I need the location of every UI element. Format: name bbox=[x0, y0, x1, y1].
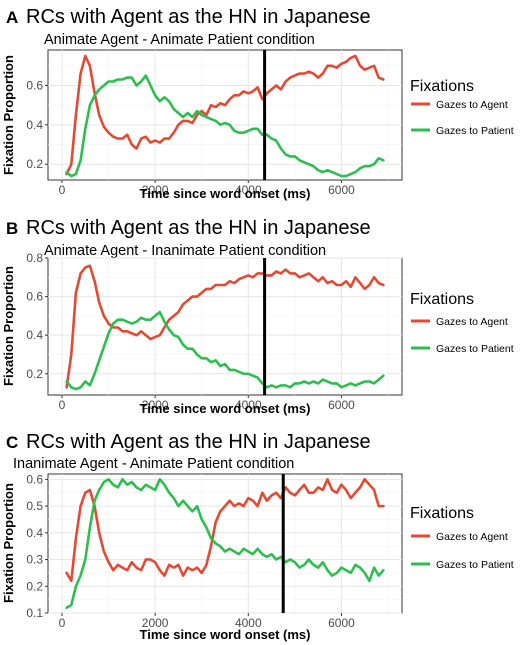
x-tick-label: 6000 bbox=[328, 398, 355, 412]
y-tick-label: 0.1 bbox=[26, 606, 43, 620]
x-tick-label: 4000 bbox=[235, 616, 262, 630]
panel-a-legend-label-agent: Gazes to Agent bbox=[436, 99, 508, 111]
panel-c-x-axis-title: Time since word onset (ms) bbox=[140, 627, 311, 642]
x-tick-label: 2000 bbox=[142, 398, 169, 412]
panel-a-letter: A bbox=[6, 8, 18, 27]
panel-a: A RCs with Agent as the HN in Japanese A… bbox=[1, 6, 514, 201]
panel-c-grid bbox=[48, 474, 402, 614]
panel-a-y-axis-title: Fixation Proportion bbox=[1, 55, 16, 175]
panel-b-plot-area bbox=[47, 257, 403, 396]
x-tick-label: 4000 bbox=[235, 183, 262, 197]
panel-b-x-axis-title: Time since word onset (ms) bbox=[140, 401, 311, 416]
series-line-agent bbox=[65, 264, 385, 389]
y-tick-label: 0.6 bbox=[26, 290, 43, 304]
y-tick-label: 0.4 bbox=[26, 328, 43, 342]
panel-c: C RCs with Agent as the HN in Japanese I… bbox=[1, 431, 514, 642]
series-line-patient bbox=[65, 74, 385, 178]
y-tick-label: 0.2 bbox=[26, 157, 43, 171]
y-tick-label: 0.6 bbox=[26, 472, 43, 486]
series-line-patient bbox=[65, 477, 385, 610]
x-tick-label: 6000 bbox=[328, 183, 355, 197]
panel-b-legend-title: Fixations bbox=[410, 291, 474, 308]
panel-b-title: RCs with Agent as the HN in Japanese bbox=[26, 217, 371, 239]
x-tick-label: 0 bbox=[59, 183, 66, 197]
x-tick-label: 4000 bbox=[235, 398, 262, 412]
panel-a-subtitle: Animate Agent - Animate Patient conditio… bbox=[44, 32, 315, 48]
panel-b-y-axis-title: Fixation Proportion bbox=[1, 266, 16, 386]
y-tick-label: 0.4 bbox=[26, 118, 43, 132]
panel-c-y-axis-title: Fixation Proportion bbox=[1, 483, 16, 603]
panel-c-ticks: 0 2000 4000 6000 0.1 0.2 0.3 0.4 0.5 0.6 bbox=[26, 472, 355, 630]
panel-b-subtitle: Animate Agent - Inanimate Patient condit… bbox=[44, 243, 326, 259]
y-tick-label: 0.6 bbox=[26, 78, 43, 92]
series-line-agent bbox=[65, 54, 385, 176]
panel-c-legend-label-agent: Gazes to Agent bbox=[436, 531, 508, 543]
x-tick-label: 6000 bbox=[328, 616, 355, 630]
x-tick-label: 2000 bbox=[142, 183, 169, 197]
panel-c-lines bbox=[65, 474, 385, 613]
panel-c-legend-title: Fixations bbox=[410, 505, 474, 522]
panel-c-plot-area bbox=[47, 473, 403, 614]
x-tick-label: 0 bbox=[59, 616, 66, 630]
y-tick-label: 0.8 bbox=[26, 251, 43, 265]
x-tick-label: 2000 bbox=[142, 616, 169, 630]
panel-c-legend-label-patient: Gazes to Patient bbox=[436, 559, 514, 571]
panel-b-legend-label-patient: Gazes to Patient bbox=[436, 343, 514, 355]
panel-b: B RCs with Agent as the HN in Japanese A… bbox=[1, 217, 514, 416]
panel-c-letter: C bbox=[6, 433, 18, 452]
x-tick-label: 0 bbox=[59, 398, 66, 412]
panel-a-lines bbox=[65, 50, 385, 180]
y-tick-label: 0.4 bbox=[26, 526, 43, 540]
y-tick-label: 0.2 bbox=[26, 367, 43, 381]
panel-b-letter: B bbox=[6, 219, 18, 238]
panel-b-legend-label-agent: Gazes to Agent bbox=[436, 316, 508, 328]
panel-b-ticks: 0 2000 4000 6000 0.2 0.4 0.6 0.8 bbox=[26, 251, 355, 412]
panel-b-lines bbox=[65, 258, 385, 395]
panel-c-title: RCs with Agent as the HN in Japanese bbox=[26, 431, 371, 453]
series-line-patient bbox=[65, 310, 385, 391]
series-line-agent bbox=[65, 477, 385, 583]
panel-a-legend-title: Fixations bbox=[410, 78, 474, 95]
panel-c-subtitle: Inanimate Agent - Animate Patient condit… bbox=[13, 456, 294, 472]
panel-a-plot-area bbox=[47, 49, 403, 181]
panel-a-legend-label-patient: Gazes to Patient bbox=[436, 125, 514, 137]
y-tick-label: 0.3 bbox=[26, 553, 43, 567]
y-tick-label: 0.2 bbox=[26, 579, 43, 593]
panel-a-x-axis-title: Time since word onset (ms) bbox=[140, 186, 311, 201]
panel-a-title: RCs with Agent as the HN in Japanese bbox=[26, 6, 371, 28]
panel-a-ticks: 0 2000 4000 6000 0.2 0.4 0.6 bbox=[26, 78, 355, 197]
y-tick-label: 0.5 bbox=[26, 499, 43, 513]
